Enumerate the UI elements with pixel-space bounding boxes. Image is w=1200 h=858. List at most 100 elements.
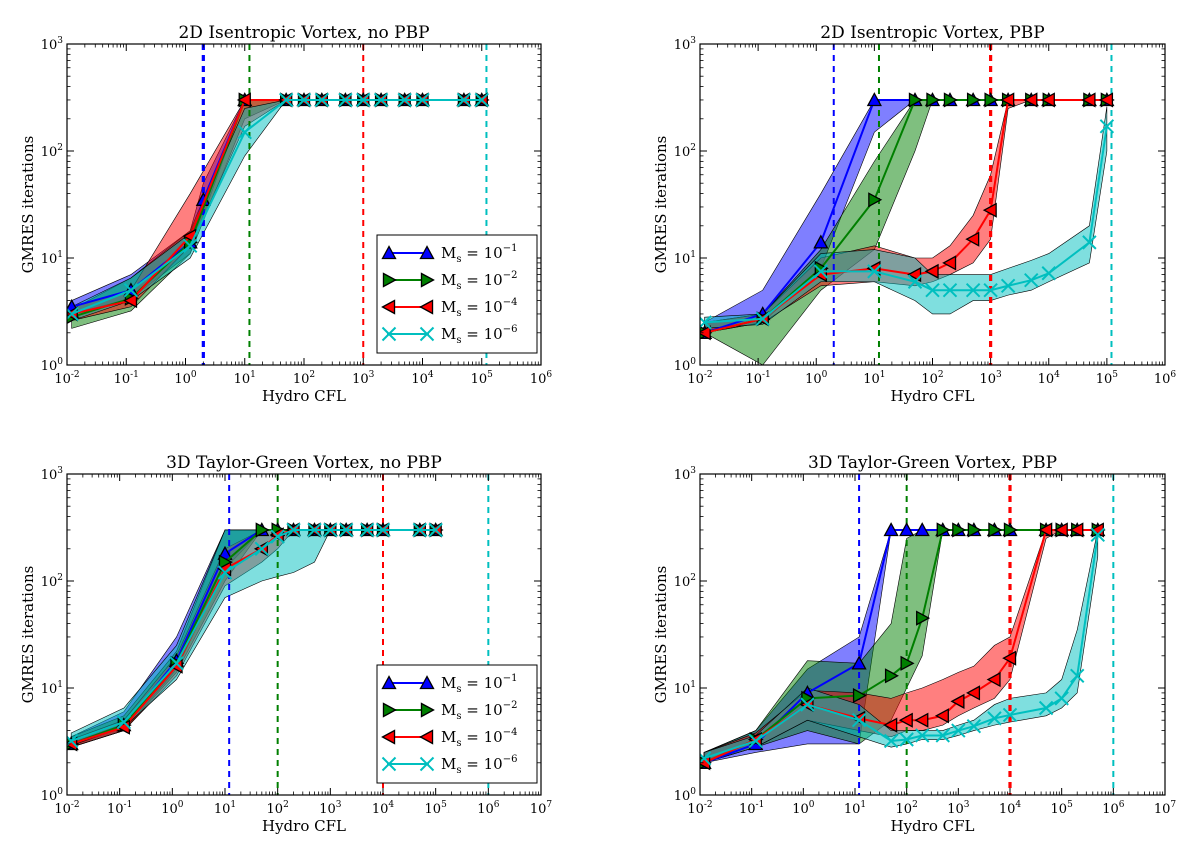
point-cyan: [951, 723, 966, 738]
x-tick-label: 100: [161, 800, 184, 817]
legend-item-red: Ms = 10−4: [381, 727, 517, 749]
legend-label: Ms = 10−1: [441, 243, 517, 265]
x-axis-label: Hydro CFL: [891, 387, 975, 405]
x-tick-label: 105: [425, 800, 448, 817]
legend-item-red: Ms = 10−4: [381, 297, 517, 319]
point-green: [900, 655, 915, 671]
legend-label: Ms = 10−6: [441, 754, 517, 776]
legend-item-cyan: Ms = 10−6: [381, 324, 517, 346]
y-tick-label: 101: [41, 680, 63, 697]
legend-item-blue: Ms = 10−1: [381, 243, 517, 265]
point-cyan: [286, 522, 301, 538]
x-tick-label: 106: [1154, 370, 1177, 387]
legend-marker: [382, 702, 397, 718]
point-red: [236, 92, 251, 108]
legend-marker: [381, 245, 397, 260]
point-cyan: [1082, 235, 1097, 250]
x-tick-label: 101: [214, 800, 236, 817]
x-tick-label: 101: [844, 800, 866, 817]
point-cyan: [755, 311, 770, 327]
legend-label: Ms = 10−4: [441, 727, 517, 749]
point-cyan: [925, 283, 940, 298]
point-red: [700, 325, 711, 341]
y-tick-label: 100: [41, 787, 64, 804]
point-green: [936, 522, 951, 538]
point-cyan: [867, 264, 882, 279]
legend: Ms = 10−1 Ms = 10−2 Ms = 10−4 Ms = 10−6: [376, 664, 538, 784]
series-line-cyan: [703, 534, 1099, 760]
point-cyan: [1070, 668, 1085, 684]
legend-marker: [419, 245, 435, 260]
point-cyan: [899, 732, 914, 747]
point-red: [1038, 522, 1053, 538]
y-tick-label: 102: [41, 573, 63, 590]
y-tick-label: 101: [41, 250, 63, 267]
point-red: [965, 231, 980, 247]
chart-panel-1: 10-2 10-1 100 101 102 103 104 105 106 100 101 102 10…: [19, 23, 552, 405]
legend-label: Ms = 10−2: [441, 270, 517, 292]
y-tick-label: 100: [674, 357, 697, 374]
point-cyan: [456, 92, 472, 108]
legend-marker: [381, 326, 397, 342]
point-cyan: [278, 92, 294, 108]
x-tick-label: 10-2: [54, 370, 79, 387]
point-cyan: [254, 541, 270, 556]
x-tick-label: 104: [411, 370, 434, 387]
x-tick-label: 102: [921, 370, 943, 387]
point-cyan: [800, 697, 815, 712]
y-tick-label: 100: [41, 357, 64, 374]
x-tick-label: 10-2: [687, 800, 712, 817]
plot-area: [67, 44, 490, 365]
chart-panel-3: 10-2 10-1 100 101 102 103 104 105 106 107 100 101 10…: [19, 453, 552, 835]
point-cyan: [915, 728, 930, 743]
y-tick-label: 102: [674, 143, 696, 160]
point-cyan: [307, 522, 322, 538]
legend-marker: [419, 729, 434, 745]
point-green: [908, 92, 923, 108]
legend-marker: [419, 756, 435, 772]
point-cyan: [1090, 527, 1105, 543]
point-cyan: [237, 124, 252, 140]
point-cyan: [935, 728, 950, 743]
point-cyan: [415, 92, 430, 108]
point-blue: [866, 92, 882, 107]
point-cyan: [700, 751, 712, 766]
point-cyan: [748, 733, 763, 749]
series-line-cyan: [704, 126, 1108, 324]
point-green: [852, 687, 867, 704]
point-red: [1099, 92, 1114, 108]
point-cyan: [942, 283, 958, 298]
point-cyan: [1002, 707, 1018, 723]
point-cyan: [983, 283, 998, 298]
x-tick-label: 101: [234, 370, 256, 387]
y-axis-label: GMRES iterations: [19, 566, 37, 704]
point-cyan: [375, 522, 391, 538]
point-red: [934, 708, 949, 724]
point-cyan: [1099, 119, 1115, 134]
point-cyan: [359, 522, 375, 538]
point-red: [1081, 92, 1096, 108]
chart-panel-2: 10-2 10-1 100 101 102 103 104 105 106 100 101 102 10…: [652, 23, 1176, 405]
x-tick-label: 100: [174, 370, 197, 387]
point-cyan: [123, 283, 139, 298]
point-cyan: [1041, 266, 1056, 281]
y-axis-label: GMRES iterations: [19, 136, 37, 274]
legend-label: Ms = 10−4: [441, 297, 517, 319]
y-tick-label: 103: [41, 466, 64, 483]
series-line-cyan: [70, 528, 436, 742]
point-cyan: [314, 92, 330, 108]
chart-title: 2D Isentropic Vortex, no PBP: [178, 23, 429, 43]
point-cyan: [338, 522, 354, 538]
point-red: [1069, 522, 1084, 538]
point-blue: [851, 655, 867, 670]
legend-item-cyan: Ms = 10−6: [381, 754, 517, 776]
x-tick-label: 105: [471, 370, 494, 387]
y-axis-label: GMRES iterations: [652, 566, 670, 704]
point-red: [898, 712, 913, 728]
x-tick-label: 103: [352, 370, 375, 387]
point-red: [986, 671, 1001, 688]
chart-title: 3D Taylor-Green Vortex, no PBP: [166, 453, 442, 473]
point-cyan: [1000, 278, 1016, 293]
point-cyan: [217, 565, 233, 580]
